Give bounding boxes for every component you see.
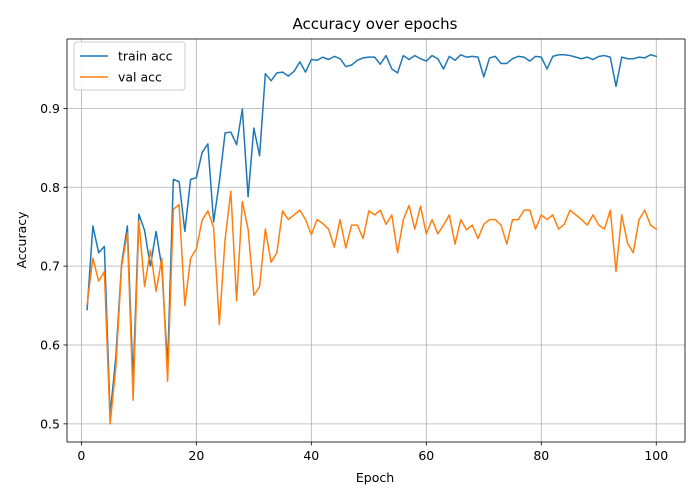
y-axis-title: Accuracy [14, 211, 29, 269]
plot-frame [66, 38, 686, 443]
grid [67, 39, 685, 442]
y-tick-label: 0.7 [40, 259, 60, 274]
legend-box [73, 41, 186, 91]
y-tick-label: 0.9 [40, 101, 60, 116]
x-axis-title: Epoch [356, 470, 394, 485]
x-tick-label: 100 [644, 448, 668, 463]
series-layer [86, 54, 658, 425]
x-tick-label: 80 [533, 448, 549, 463]
y-tick-label: 0.6 [40, 337, 60, 352]
legend-label-1: val acc [118, 70, 162, 85]
x-tick-label: 20 [188, 448, 204, 463]
legend-label-0: train acc [118, 49, 173, 64]
y-tick-label: 0.8 [40, 180, 60, 195]
x-tick-label: 60 [418, 448, 434, 463]
axis-ticks: 0 20 40 60 80 100 0.5 0.6 0.7 0.8 0.9 [40, 101, 668, 463]
x-tick-label: 40 [303, 448, 319, 463]
series-line-1 [86, 190, 658, 425]
chart-title: Accuracy over epochs [293, 15, 458, 33]
y-tick-label: 0.5 [40, 416, 60, 431]
legend: train acc val acc [73, 41, 186, 91]
axes-frame [66, 38, 686, 443]
series-line-0 [86, 54, 658, 416]
x-tick-label: 0 [77, 448, 85, 463]
